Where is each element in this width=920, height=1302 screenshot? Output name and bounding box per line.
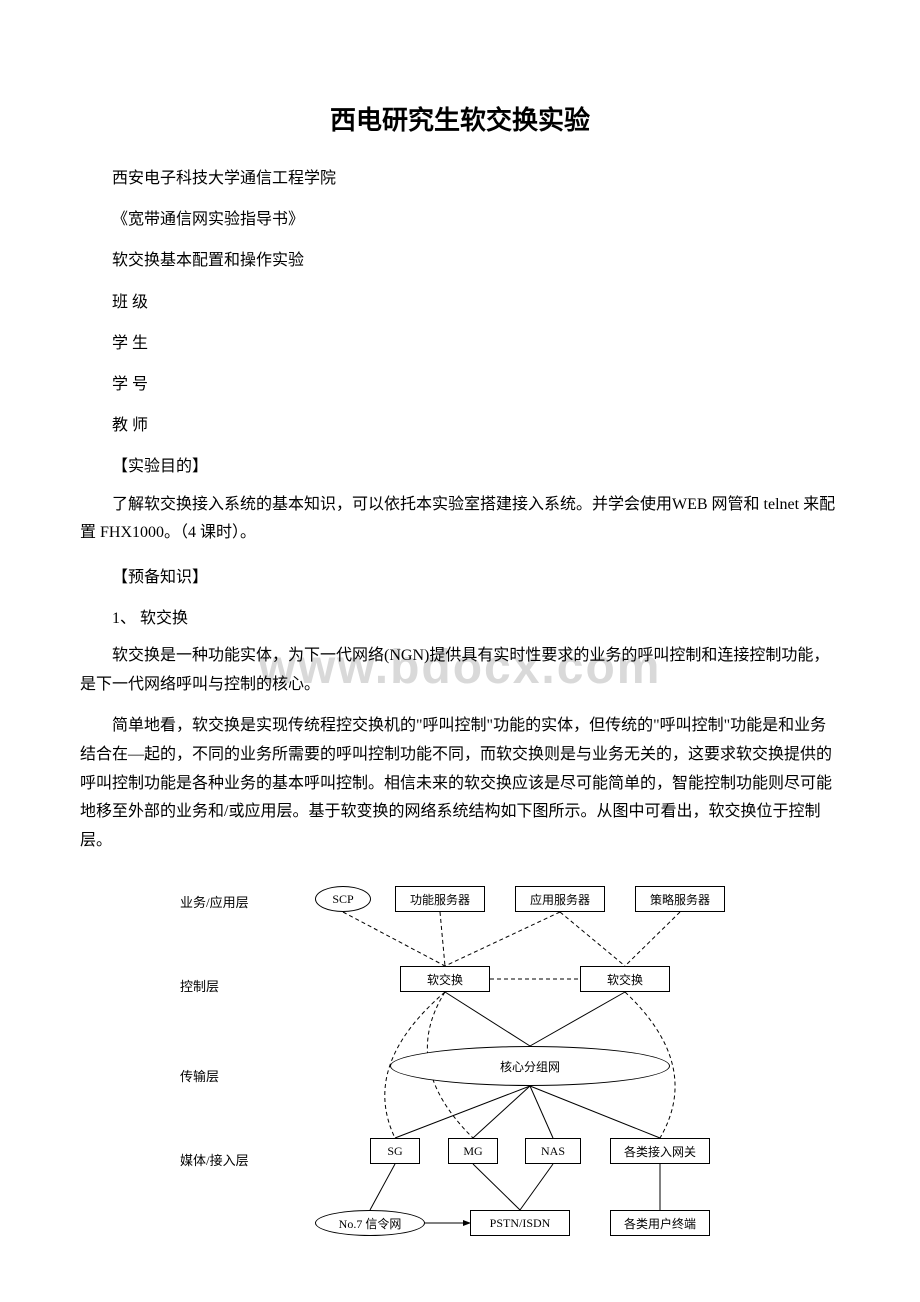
page-title: 西电研究生软交换实验 xyxy=(80,100,840,137)
layer-label: 传输层 xyxy=(180,1066,219,1085)
diagram-node-gw: 各类接入网关 xyxy=(610,1138,710,1164)
architecture-diagram: 业务/应用层控制层传输层媒体/接入层 SCP 功能服务器 应用服务器 策略服务器软交换 软… xyxy=(180,876,800,1256)
diagram-node-sg: SG xyxy=(370,1138,420,1164)
prep-p1: 软交换是一种功能实体，为下一代网络(NGN)提供具有实时性要求的业务的呼叫控制和… xyxy=(80,642,840,700)
meta-experiment: 软交换基本配置和操作实验 xyxy=(80,243,840,278)
prep-item-1: 1、 软交换 xyxy=(80,601,840,636)
diagram-node-ss2: 软交换 xyxy=(580,966,670,992)
diagram-node-pol: 策略服务器 xyxy=(635,886,725,912)
meta-teacher: 教 师 xyxy=(80,408,840,443)
diagram-node-nas: NAS xyxy=(525,1138,581,1164)
prep-p2: 简单地看，软交换是实现传统程控交换机的"呼叫控制"功能的实体，但传统的"呼叫控制… xyxy=(80,712,840,856)
diagram-node-mg: MG xyxy=(448,1138,498,1164)
diagram-node-ss1: 软交换 xyxy=(400,966,490,992)
diagram-node-app: 应用服务器 xyxy=(515,886,605,912)
layer-label: 媒体/接入层 xyxy=(180,1150,249,1169)
purpose-body: 了解软交换接入系统的基本知识，可以依托本实验室搭建接入系统。并学会使用WEB 网… xyxy=(80,491,840,549)
meta-id: 学 号 xyxy=(80,367,840,402)
meta-book: 《宽带通信网实验指导书》 xyxy=(80,202,840,237)
meta-school: 西安电子科技大学通信工程学院 xyxy=(80,161,840,196)
layer-label: 控制层 xyxy=(180,976,219,995)
layer-label: 业务/应用层 xyxy=(180,892,249,911)
diagram-node-core: 核心分组网 xyxy=(390,1046,670,1086)
diagram-node-no7: No.7 信令网 xyxy=(315,1210,425,1236)
diagram-node-scp: SCP xyxy=(315,886,371,912)
diagram-node-func: 功能服务器 xyxy=(395,886,485,912)
purpose-heading: 【实验目的】 xyxy=(80,449,840,484)
diagram-node-pstn: PSTN/ISDN xyxy=(470,1210,570,1236)
meta-student: 学 生 xyxy=(80,326,840,361)
prep-heading: 【预备知识】 xyxy=(80,560,840,595)
meta-class: 班 级 xyxy=(80,285,840,320)
diagram-node-term: 各类用户终端 xyxy=(610,1210,710,1236)
page-content: 西电研究生软交换实验 西安电子科技大学通信工程学院 《宽带通信网实验指导书》 软… xyxy=(80,100,840,1256)
